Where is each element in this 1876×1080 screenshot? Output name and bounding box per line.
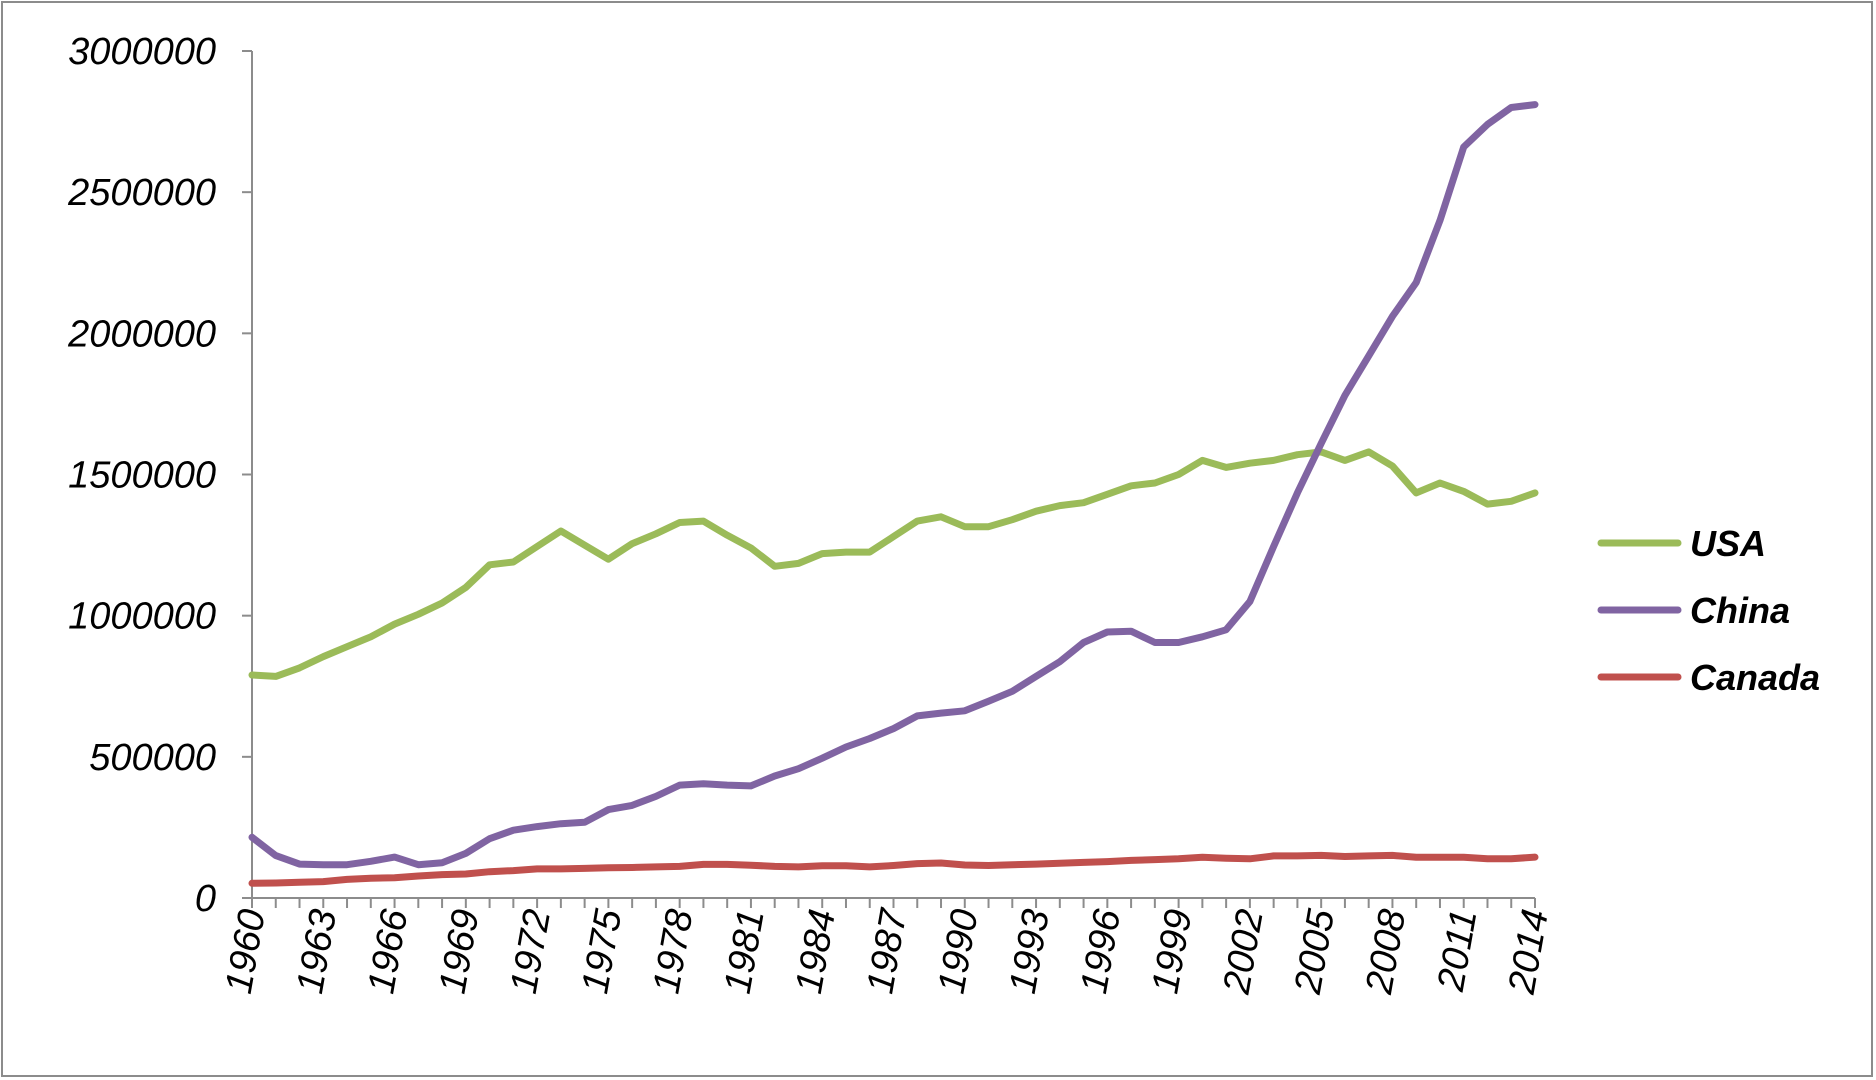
x-tick-label: 1981 (717, 906, 773, 997)
x-tick-label: 2008 (1358, 906, 1414, 998)
y-tick-label: 1500000 (68, 455, 216, 497)
y-tick-label: 2500000 (67, 172, 216, 214)
x-tick-label: 2002 (1216, 906, 1272, 998)
x-tick-label: 1987 (859, 904, 915, 996)
x-tick-label: 2014 (1501, 906, 1557, 998)
series-line-canada (248, 851, 1539, 887)
x-tick-label: 1999 (1144, 906, 1200, 997)
x-tick-label: 1963 (289, 906, 345, 997)
series-lines (248, 101, 1539, 887)
x-axis-ticks: 1960 1963 1966 1969 1972 1975 1978 1981 1984 1987… (218, 898, 1557, 998)
x-tick-label: 1993 (1002, 906, 1058, 997)
y-tick-label: 500000 (89, 737, 216, 779)
series-line-usa (248, 448, 1539, 680)
x-tick-label: 1996 (1073, 905, 1129, 996)
x-tick-label: 1984 (788, 906, 844, 997)
x-tick-label: 2011 (1430, 906, 1486, 995)
x-tick-label: 1990 (931, 906, 987, 997)
legend-label-canada: Canada (1690, 657, 1820, 698)
y-tick-label: 2000000 (67, 313, 216, 355)
x-tick-label: 1966 (360, 905, 416, 996)
x-tick-label: 1960 (218, 906, 274, 997)
x-tick-label: 1975 (574, 905, 630, 996)
y-axis-ticks: 0 500000 1000000 1500000 2000000 2500000 30000… (67, 31, 252, 920)
x-tick-label: 1969 (432, 906, 488, 997)
x-tick-label: 1972 (503, 906, 559, 997)
legend: USA China Canada (1597, 523, 1820, 698)
y-tick-label: 1000000 (68, 596, 216, 638)
y-tick-label: 3000000 (68, 31, 216, 73)
legend-label-usa: USA (1690, 523, 1766, 564)
legend-label-china: China (1690, 590, 1790, 631)
x-tick-label: 2005 (1287, 905, 1343, 997)
axes (251, 51, 1535, 899)
y-tick-label: 0 (195, 878, 216, 920)
x-tick-label: 1978 (645, 906, 701, 997)
series-line-china (248, 101, 1539, 869)
